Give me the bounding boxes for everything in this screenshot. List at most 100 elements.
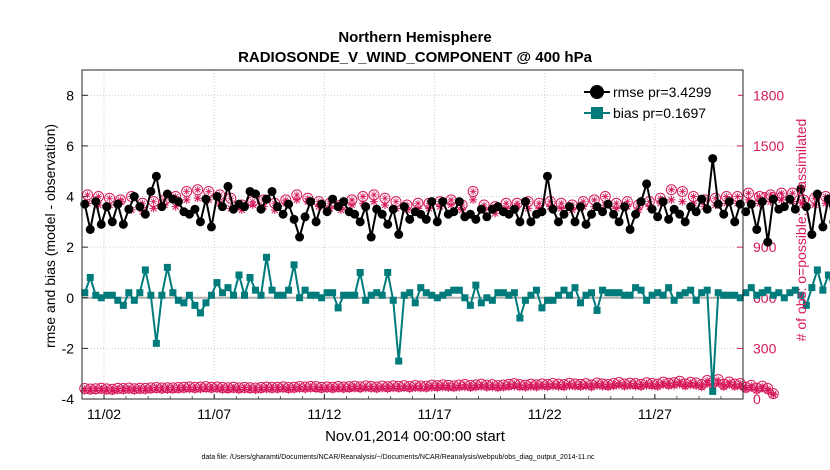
rmse-point xyxy=(80,199,90,209)
rmse-point xyxy=(779,202,789,212)
bias-point xyxy=(637,286,645,294)
bias-point xyxy=(196,309,204,317)
obs-possible-low-point xyxy=(723,376,735,388)
obs-possible-point xyxy=(192,184,204,196)
obs-possible-low-point xyxy=(613,376,625,388)
obs-possible-point-cross xyxy=(95,193,103,201)
obs-possible-low-point-cross xyxy=(279,383,287,391)
rmse-point xyxy=(157,202,167,212)
obs-possible-low-point-cross xyxy=(384,383,392,391)
x-tick-label: 11/22 xyxy=(528,406,562,422)
bias-point xyxy=(615,289,623,297)
obs-possible-point-cross xyxy=(392,198,400,206)
obs-possible-low-point xyxy=(756,380,768,392)
rmse-point xyxy=(289,214,299,224)
bias-point xyxy=(86,274,94,282)
bias-point xyxy=(268,286,276,294)
x-tick-label: 11/12 xyxy=(307,406,341,422)
bias-point xyxy=(103,291,111,299)
obs-possible-point xyxy=(82,189,94,201)
obs-possible-low-point-cross xyxy=(340,383,348,391)
obs-possible-point-cross xyxy=(249,198,257,206)
obs-possible-point xyxy=(676,185,688,197)
obs-possible-point-cross xyxy=(579,198,587,206)
rmse-point xyxy=(818,222,828,232)
obs-possible-low-point-cross xyxy=(318,383,326,391)
obs-possible-low-point-cross xyxy=(665,379,673,387)
bias-point xyxy=(604,289,612,297)
obs-possible-point-cross xyxy=(447,196,455,204)
obs-assimilated-point xyxy=(369,197,378,206)
rmse-point xyxy=(675,209,685,219)
obs-possible-low-point xyxy=(558,379,570,391)
bias-point xyxy=(736,294,744,302)
rmse-point xyxy=(361,202,371,212)
bias-point xyxy=(571,284,579,292)
rmse-point xyxy=(421,214,431,224)
obs-possible-point-cross xyxy=(557,199,565,207)
rmse-point xyxy=(140,209,150,219)
bias-point xyxy=(802,301,810,309)
obs-possible-low-point-cross xyxy=(224,384,232,392)
obs-possible-point-cross xyxy=(778,189,786,197)
x-tick-label: 11/02 xyxy=(87,406,121,422)
obs-possible-low-point-cross xyxy=(764,385,772,393)
bias-point xyxy=(263,253,271,261)
obs-possible-point-cross xyxy=(480,201,488,209)
rmse-point xyxy=(658,197,668,207)
obs-possible-low-point-cross xyxy=(252,384,260,392)
obs-possible-low-point-cross xyxy=(323,383,331,391)
rmse-point xyxy=(515,217,525,227)
footnote: data file: /Users/gharamti/Documents/NCA… xyxy=(201,454,595,461)
bias-point xyxy=(654,289,662,297)
obs-possible-low-point xyxy=(674,375,686,387)
obs-possible-point-cross xyxy=(623,198,631,206)
obs-possible-point-cross xyxy=(293,191,301,199)
rmse-point xyxy=(102,202,112,212)
obs-possible-low-point-cross xyxy=(621,380,629,388)
obs-possible-low-point-cross xyxy=(494,382,502,390)
obs-possible-low-point xyxy=(679,378,691,390)
obs-possible-low-point xyxy=(652,378,664,390)
rmse-point xyxy=(609,209,619,219)
obs-possible-low-point-cross xyxy=(648,379,656,387)
rmse-point xyxy=(752,224,762,234)
rmse-point xyxy=(273,202,283,212)
obs-possible-low-point xyxy=(718,378,730,390)
obs-possible-low-point-cross xyxy=(769,390,777,398)
obs-possible-point-cross xyxy=(370,191,378,199)
rmse-point xyxy=(427,197,437,207)
rmse-point xyxy=(576,202,586,212)
rmse-point xyxy=(620,202,630,212)
rmse-point xyxy=(746,199,756,209)
obs-possible-low-point-cross xyxy=(588,381,596,389)
obs-possible-low-point-cross xyxy=(538,380,546,388)
bias-point xyxy=(318,294,326,302)
bias-point xyxy=(488,296,496,304)
obs-possible-low-point-cross xyxy=(213,383,221,391)
obs-possible-low-point-cross xyxy=(373,383,381,391)
bias-point xyxy=(340,291,348,299)
rmse-point xyxy=(520,197,530,207)
rmse-point xyxy=(564,202,574,212)
obs-possible-low-point-cross xyxy=(742,383,750,391)
bias-point xyxy=(169,289,177,297)
bias-point xyxy=(554,291,562,299)
obs-possible-low-point-cross xyxy=(632,380,640,388)
obs-possible-point-cross xyxy=(414,199,422,207)
rmse-point xyxy=(653,212,663,222)
bias-point xyxy=(351,291,359,299)
obs-possible-low-point xyxy=(580,378,592,390)
rmse-point xyxy=(625,224,635,234)
bias-point xyxy=(439,291,447,299)
obs-possible-low-point-cross xyxy=(654,380,662,388)
rmse-point xyxy=(812,189,822,199)
obs-possible-low-point-cross xyxy=(257,384,265,392)
x-tick-label: 11/17 xyxy=(418,406,452,422)
rmse-point xyxy=(96,219,106,229)
bias-point xyxy=(483,294,491,302)
legend: rmse pr=3.4299 bias pr=0.1697 xyxy=(584,78,738,124)
bias-point xyxy=(643,296,651,304)
obs-possible-low-point-cross xyxy=(92,385,100,393)
obs-possible-low-point-cross xyxy=(119,385,127,393)
